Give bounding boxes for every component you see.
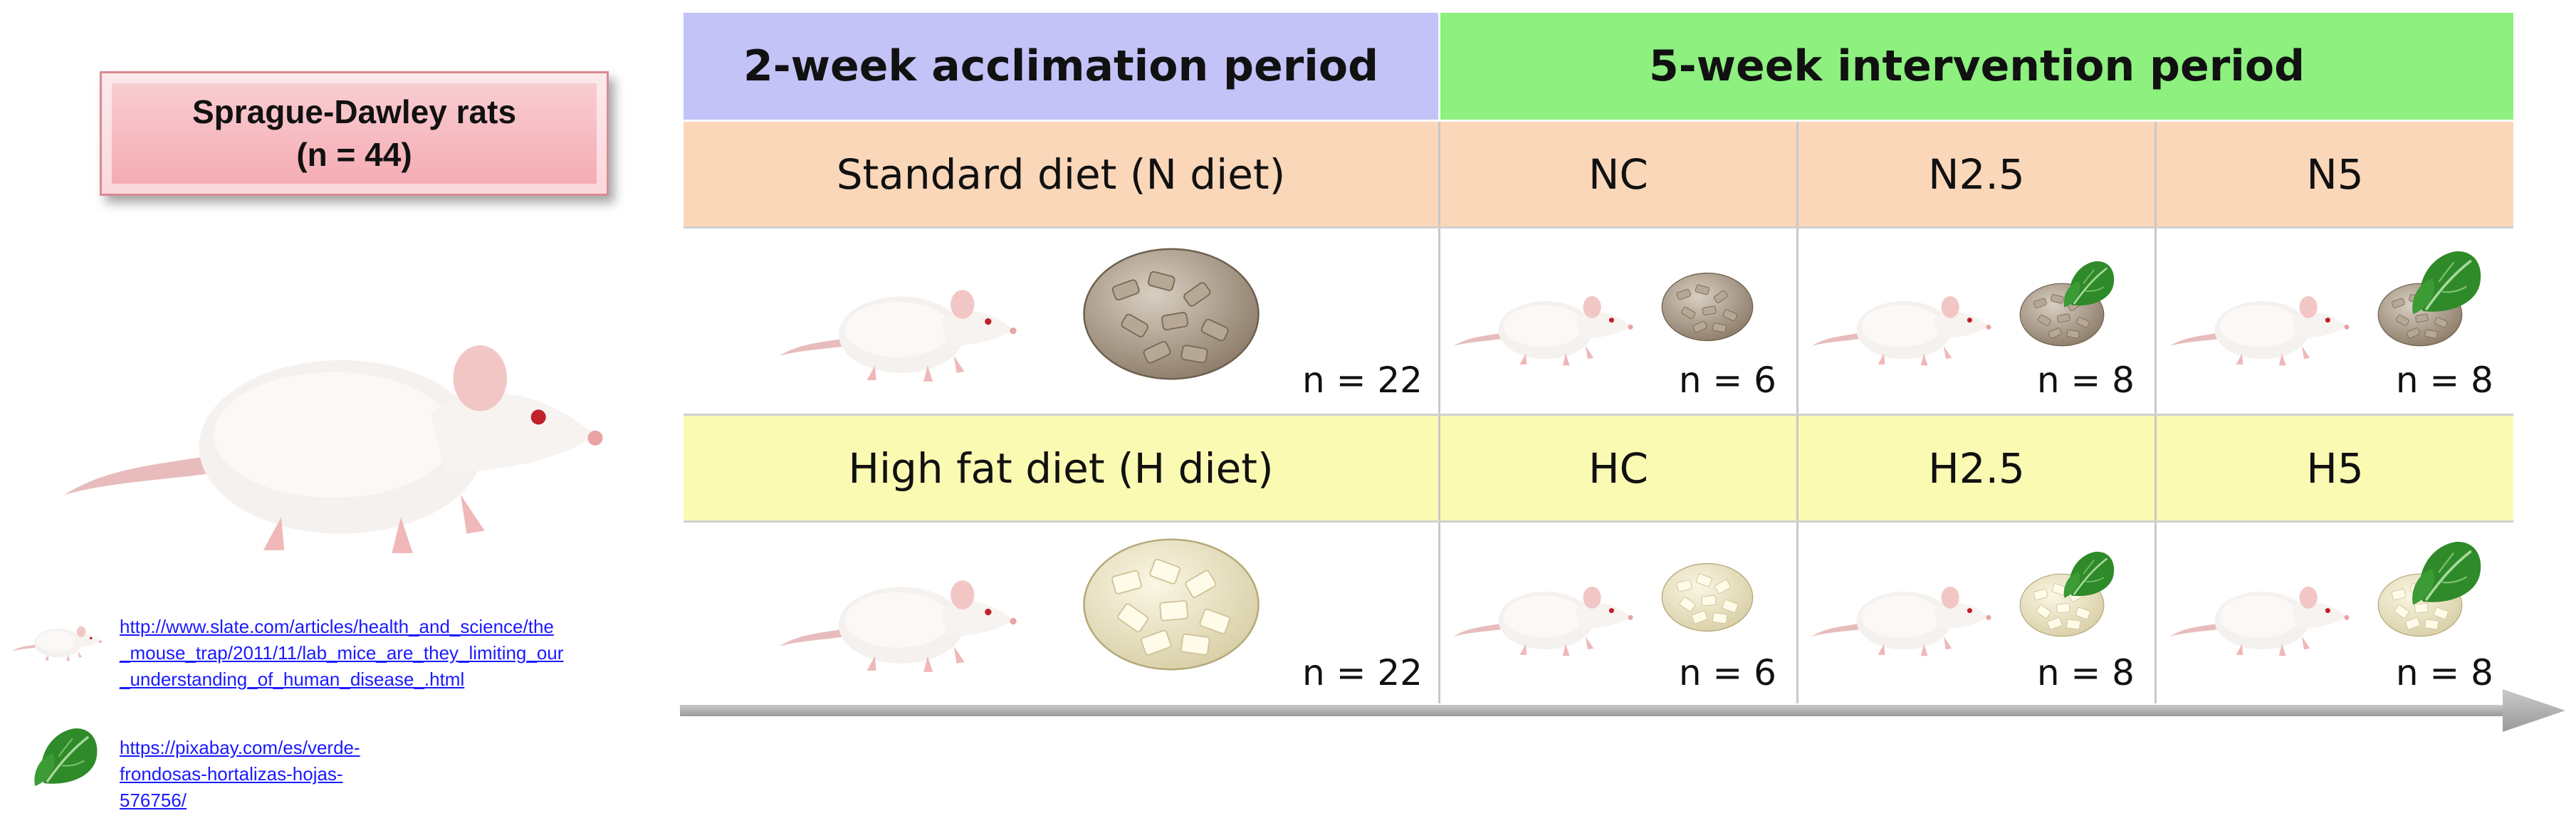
spinach-credit-link-line[interactable]: https://pixabay.com/es/verde- — [120, 737, 360, 758]
spinach-icon — [2062, 547, 2119, 601]
h5-n: n = 8 — [2395, 652, 2493, 693]
rat-icon — [1809, 271, 2009, 371]
standard-chow-icon — [1082, 246, 1260, 382]
rat-icon — [1451, 562, 1650, 661]
n2-5-cell: n = 8 — [1799, 229, 2154, 414]
rat-illustration — [43, 271, 669, 570]
subjects-title: Sprague-Dawley rats — [192, 93, 517, 130]
intervention-header: 5-week intervention period — [1440, 13, 2513, 120]
hc-cell: n = 6 — [1440, 523, 1796, 703]
n5-cell: n = 8 — [2157, 229, 2513, 414]
nc-n: n = 6 — [1678, 360, 1776, 401]
n-diet-acclimation-cell: n = 22 — [684, 229, 1438, 414]
h-diet-total: n = 22 — [1302, 652, 1423, 693]
row-divider — [684, 226, 2513, 229]
spinach-credit-link-line[interactable]: 576756/ — [120, 790, 187, 811]
rat-icon — [1451, 271, 1650, 371]
rat-credit-link-line[interactable]: _mouse_trap/2011/11/lab_mice_are_they_li… — [120, 642, 564, 664]
h-diet-acclimation-cell: n = 22 — [684, 523, 1438, 703]
spinach-icon — [2409, 246, 2488, 318]
n5-n: n = 8 — [2395, 360, 2493, 401]
group-n2-5: N2.5 — [1799, 122, 2154, 226]
column-divider — [1438, 120, 1440, 703]
study-design-table: 2-week acclimation period 5-week interve… — [684, 13, 2513, 703]
acclimation-header: 2-week acclimation period — [684, 13, 1438, 120]
n-diet-label: Standard diet (N diet) — [684, 122, 1438, 226]
rat-icon — [776, 547, 1040, 679]
group-h5: H5 — [2157, 416, 2513, 520]
column-divider — [1796, 120, 1799, 703]
high-fat-diet-icon — [1082, 537, 1260, 672]
group-h2-5: H2.5 — [1799, 416, 2154, 520]
rat-credit-link-line[interactable]: _understanding_of_human_disease_.html — [120, 669, 465, 690]
rat-icon — [2167, 562, 2367, 661]
group-n5: N5 — [2157, 122, 2513, 226]
rat-icon — [1809, 562, 2009, 661]
n-diet-total: n = 22 — [1302, 360, 1423, 401]
h-diet-label: High fat diet (H diet) — [684, 416, 1438, 520]
row-divider — [684, 120, 2513, 122]
standard-chow-icon — [1661, 271, 1754, 342]
nc-cell: n = 6 — [1440, 229, 1796, 414]
high-fat-diet-icon — [1661, 562, 1754, 633]
group-nc: NC — [1440, 122, 1796, 226]
rat-image-credit[interactable]: http://www.slate.com/articles/health_and… — [120, 614, 646, 693]
rat-icon — [776, 257, 1040, 389]
column-divider — [2154, 120, 2157, 703]
subjects-title-box: Sprague-Dawley rats (n = 44) — [100, 71, 609, 196]
rat-thumbnail-icon — [7, 614, 114, 664]
spinach-icon — [2062, 257, 2119, 310]
group-hc: HC — [1440, 416, 1796, 520]
h5-cell: n = 8 — [2157, 523, 2513, 703]
h2-5-n: n = 8 — [2036, 652, 2135, 693]
spinach-image-credit[interactable]: https://pixabay.com/es/verde- frondosas-… — [120, 735, 419, 814]
row-divider — [684, 414, 2513, 416]
h2-5-cell: n = 8 — [1799, 523, 2154, 703]
n2-5-n: n = 8 — [2036, 360, 2135, 401]
rat-credit-link-line[interactable]: http://www.slate.com/articles/health_and… — [120, 616, 554, 637]
hc-n: n = 6 — [1678, 652, 1776, 693]
rat-icon — [2167, 271, 2367, 371]
spinach-credit-link-line[interactable]: frondosas-hortalizas-hojas- — [120, 763, 343, 785]
spinach-icon — [2409, 537, 2488, 608]
subjects-count: (n = 44) — [296, 135, 412, 173]
timeline-arrow — [680, 689, 2565, 732]
spinach-thumbnail-icon — [32, 723, 103, 790]
row-divider — [684, 520, 2513, 523]
